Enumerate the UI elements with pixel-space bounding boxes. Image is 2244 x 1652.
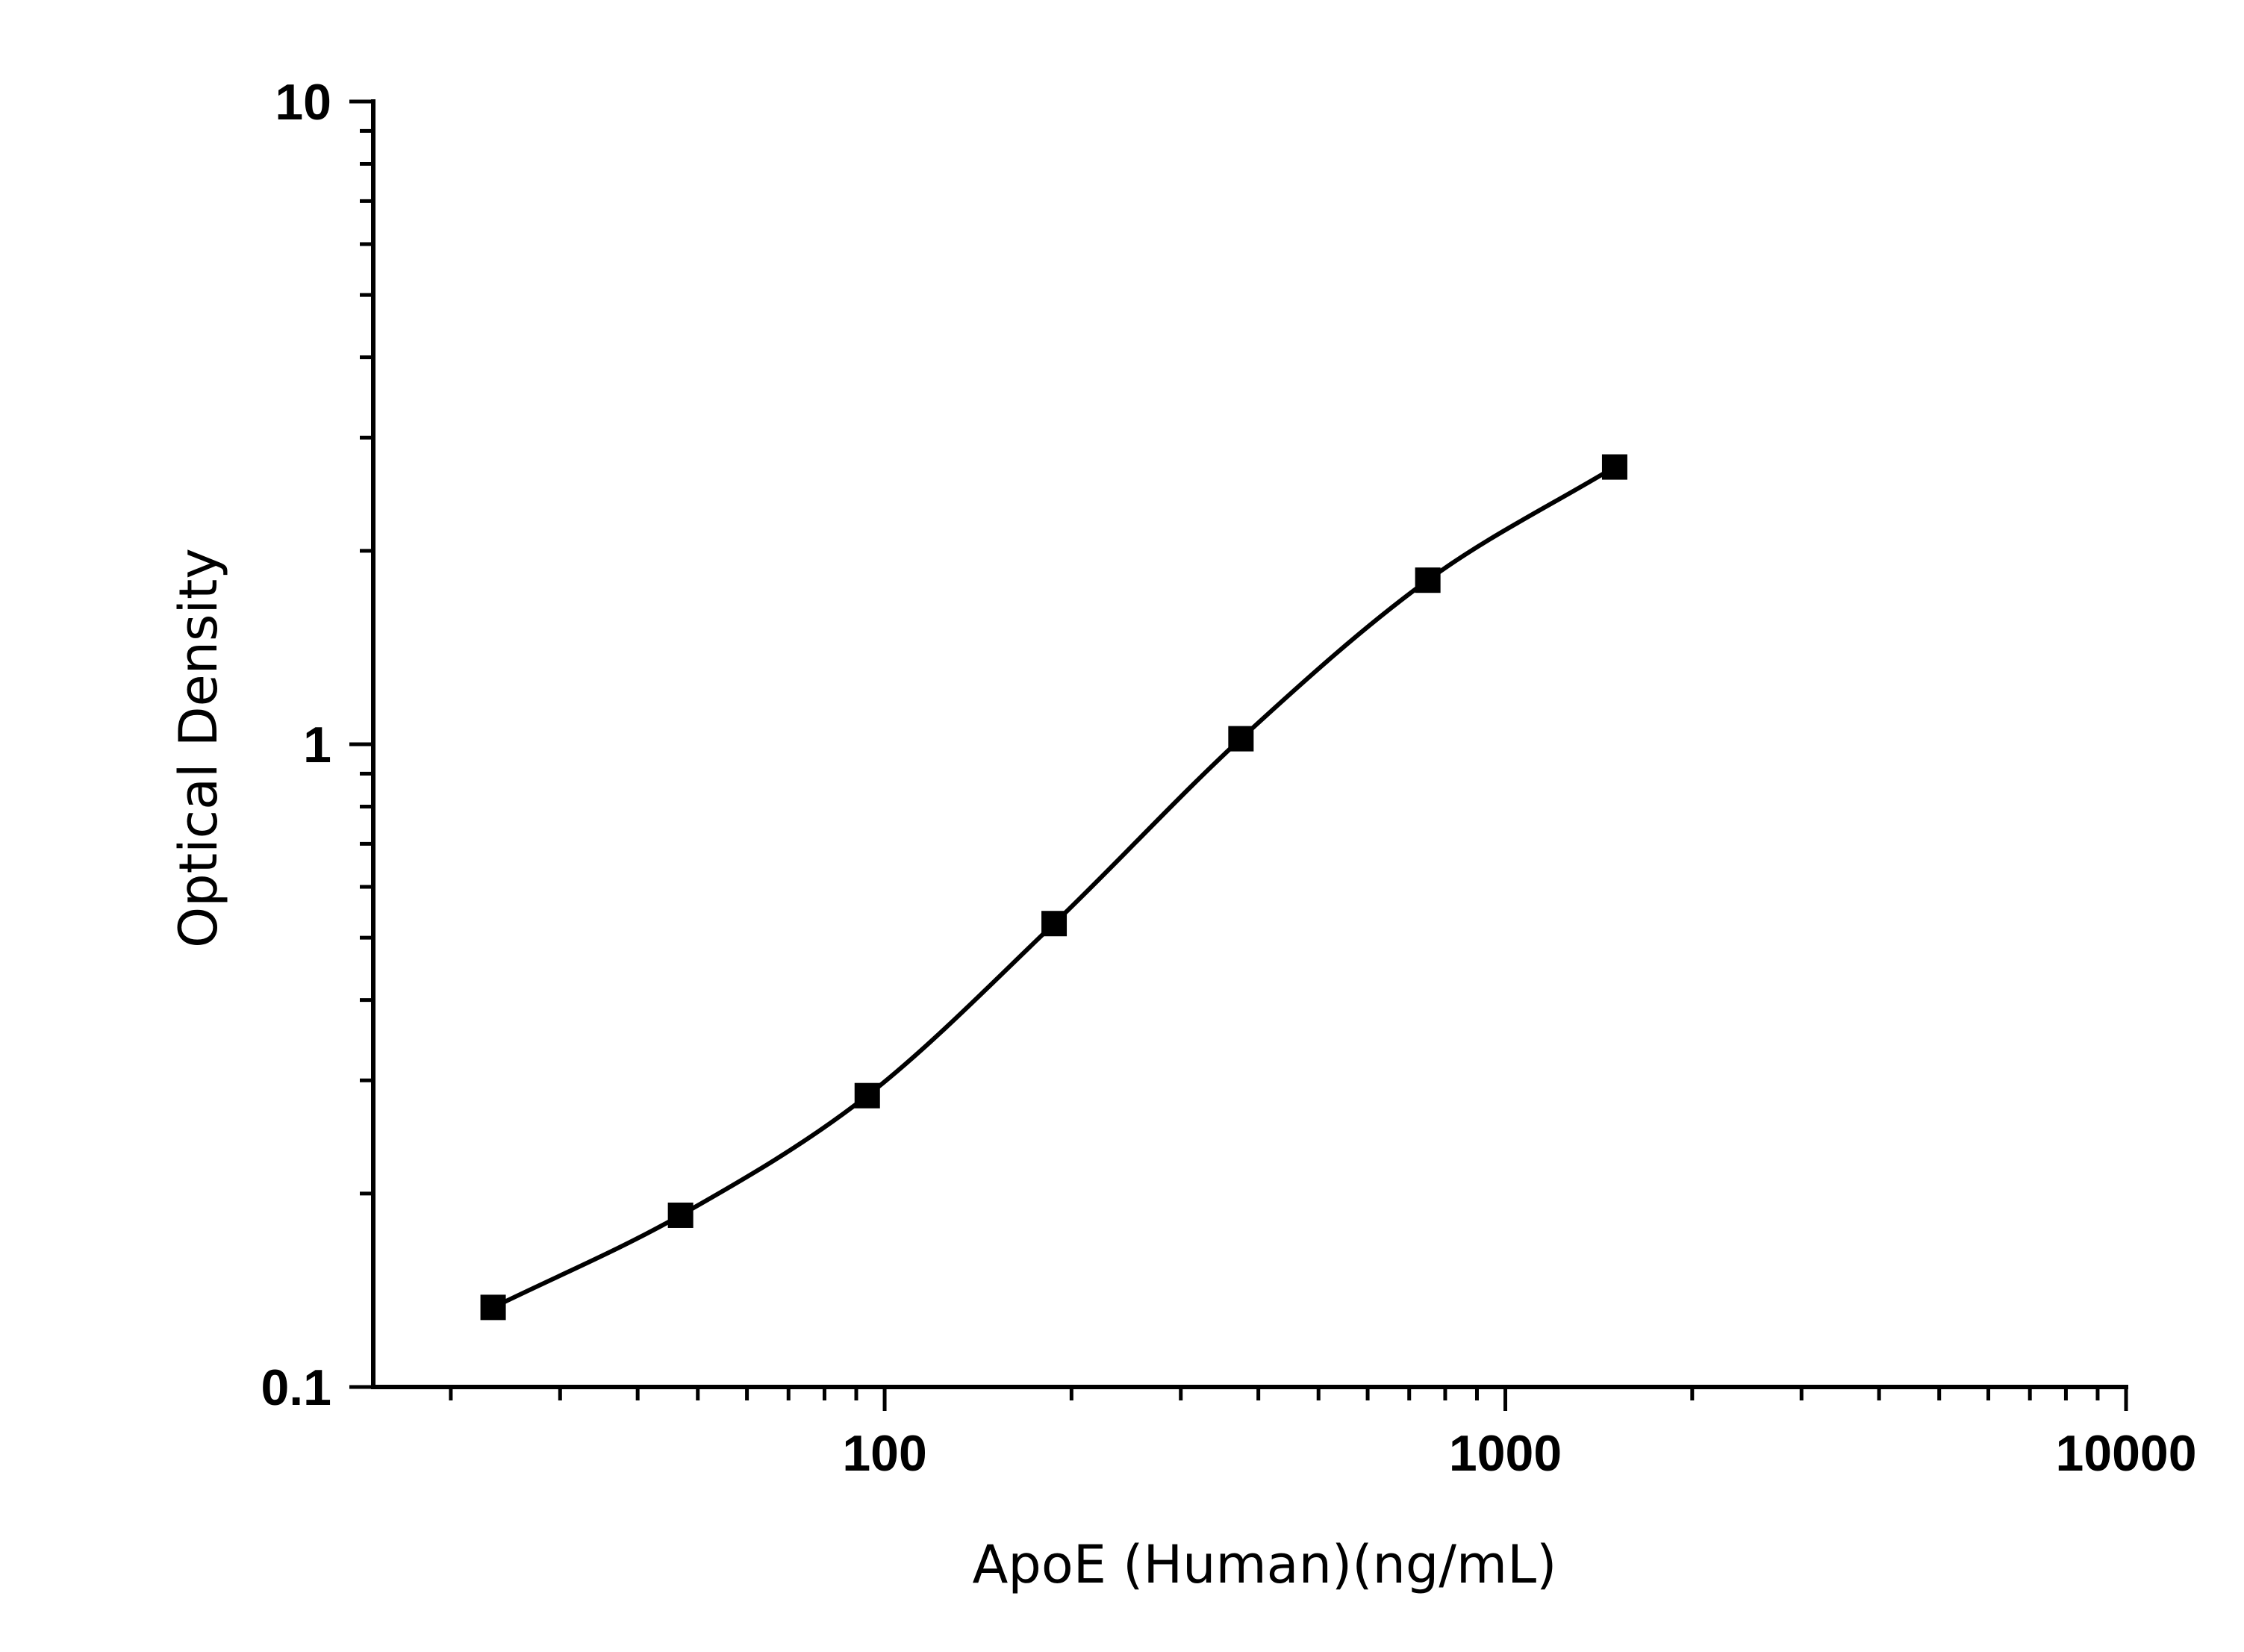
data-point <box>480 1294 506 1321</box>
data-point <box>1228 726 1254 752</box>
y-tick-label: 1 <box>303 717 331 773</box>
fit-curve <box>492 465 1616 1310</box>
data-point <box>1601 454 1627 480</box>
data-point <box>854 1082 880 1109</box>
tick-labels: 100 1000 10000 0.1 1 10 <box>261 74 2196 1482</box>
data-point <box>667 1202 694 1228</box>
data-point <box>1415 567 1441 593</box>
x-tick-label: 10000 <box>2055 1425 2196 1482</box>
x-tick-label: 1000 <box>1449 1425 1562 1482</box>
y-tick-label: 0.1 <box>261 1359 331 1416</box>
axis-ticks <box>349 99 2128 1411</box>
data-points <box>480 454 1627 1321</box>
y-tick-label: 10 <box>275 74 331 131</box>
y-axis-label: Optical Density <box>168 548 229 948</box>
x-axis-label: ApoE (Human)(ng/mL) <box>973 1534 1557 1595</box>
data-point <box>1041 911 1068 937</box>
x-tick-label: 100 <box>842 1425 926 1482</box>
